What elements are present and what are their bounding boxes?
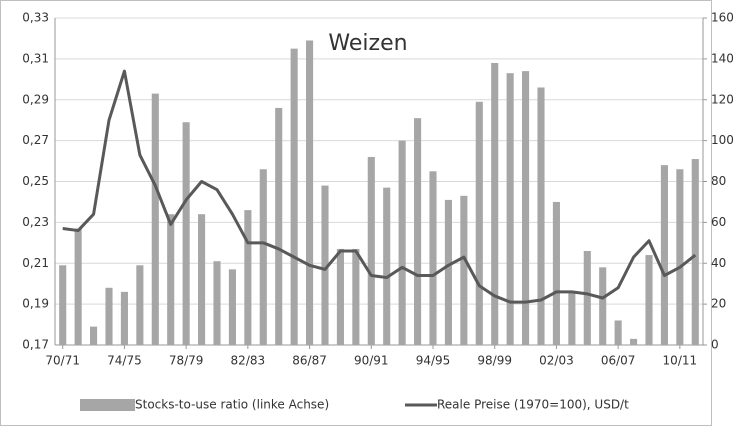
legend-label: Stocks-to-use ratio (linke Achse) (135, 398, 329, 412)
y2-tick-label: 0 (711, 338, 719, 352)
bar (383, 187, 391, 345)
y2-tick-label: 40 (711, 256, 726, 270)
y-tick-label: 0,21 (22, 256, 49, 270)
x-tick-label: 74/75 (107, 354, 142, 368)
x-tick-label: 02/03 (539, 354, 574, 368)
y2-tick-label: 160 (711, 11, 734, 25)
y-tick-label: 0,33 (22, 11, 49, 25)
bar (306, 40, 314, 345)
bar (660, 165, 668, 345)
bar (475, 101, 483, 345)
chart-title: Weizen (328, 31, 407, 56)
bar (491, 62, 499, 346)
bar (599, 267, 607, 345)
x-tick-label: 98/99 (477, 354, 512, 368)
x-tick-label: 70/71 (45, 354, 80, 368)
bar (583, 250, 591, 345)
y2-tick-label: 100 (711, 133, 734, 147)
y2-tick-label: 80 (711, 174, 726, 188)
x-tick-label: 10/11 (663, 354, 698, 368)
y2-tick-label: 20 (711, 297, 726, 311)
bar (336, 248, 344, 345)
x-tick-label: 78/79 (169, 354, 204, 368)
bar (182, 122, 190, 345)
bar (151, 93, 159, 346)
x-tick-label: 90/91 (354, 354, 389, 368)
bar (290, 48, 298, 345)
x-tick-label: 86/87 (292, 354, 327, 368)
bar (367, 156, 375, 345)
y2-tick-label: 140 (711, 51, 734, 65)
bar (506, 73, 514, 346)
y-tick-label: 0,23 (22, 215, 49, 229)
bar (228, 269, 236, 345)
bar (691, 159, 699, 345)
bar (352, 248, 360, 345)
bar (537, 87, 545, 346)
legend-label: Reale Preise (1970=100), USD/t (437, 398, 629, 412)
bar (90, 326, 98, 345)
bar (244, 210, 252, 345)
y-tick-label: 0,31 (22, 51, 49, 65)
bar (460, 195, 468, 345)
y2-tick-label: 120 (711, 92, 734, 106)
bar (676, 169, 684, 345)
bar (321, 185, 329, 345)
bar (398, 140, 406, 345)
bar (568, 291, 576, 345)
bar (444, 199, 452, 345)
bar (645, 255, 653, 345)
bar (275, 107, 283, 345)
bar (198, 214, 206, 345)
bar (614, 320, 622, 345)
x-tick-label: 94/95 (416, 354, 451, 368)
bar (59, 265, 67, 345)
y-tick-label: 0,19 (22, 297, 49, 311)
bar (522, 71, 530, 345)
y-tick-label: 0,29 (22, 92, 49, 106)
y-tick-label: 0,27 (22, 133, 49, 147)
x-tick-label: 82/83 (231, 354, 266, 368)
bar (167, 214, 175, 345)
bar (630, 338, 638, 345)
bar (120, 291, 128, 345)
line (62, 69, 697, 304)
bar (105, 287, 113, 345)
y-tick-label: 0,25 (22, 174, 49, 188)
bar (429, 171, 437, 345)
bar (259, 169, 267, 345)
x-tick-label: 06/07 (601, 354, 636, 368)
y-tick-label: 0,17 (22, 338, 49, 352)
bar (213, 261, 221, 345)
bar (552, 201, 560, 345)
bar (414, 118, 422, 345)
bar (136, 265, 144, 345)
legend-swatch (80, 399, 135, 411)
bar (74, 228, 82, 345)
y2-tick-label: 60 (711, 215, 726, 229)
